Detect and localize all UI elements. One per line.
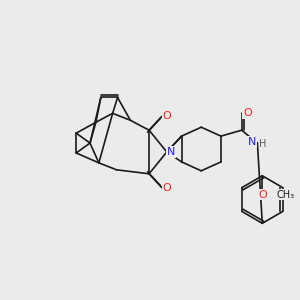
Text: O: O [162,183,171,193]
Text: H: H [259,139,267,149]
Text: O: O [162,111,171,121]
Text: N: N [167,147,175,157]
Text: O: O [258,190,267,200]
Text: O: O [243,108,252,118]
Text: CH₃: CH₃ [276,190,294,200]
Text: N: N [248,137,256,147]
